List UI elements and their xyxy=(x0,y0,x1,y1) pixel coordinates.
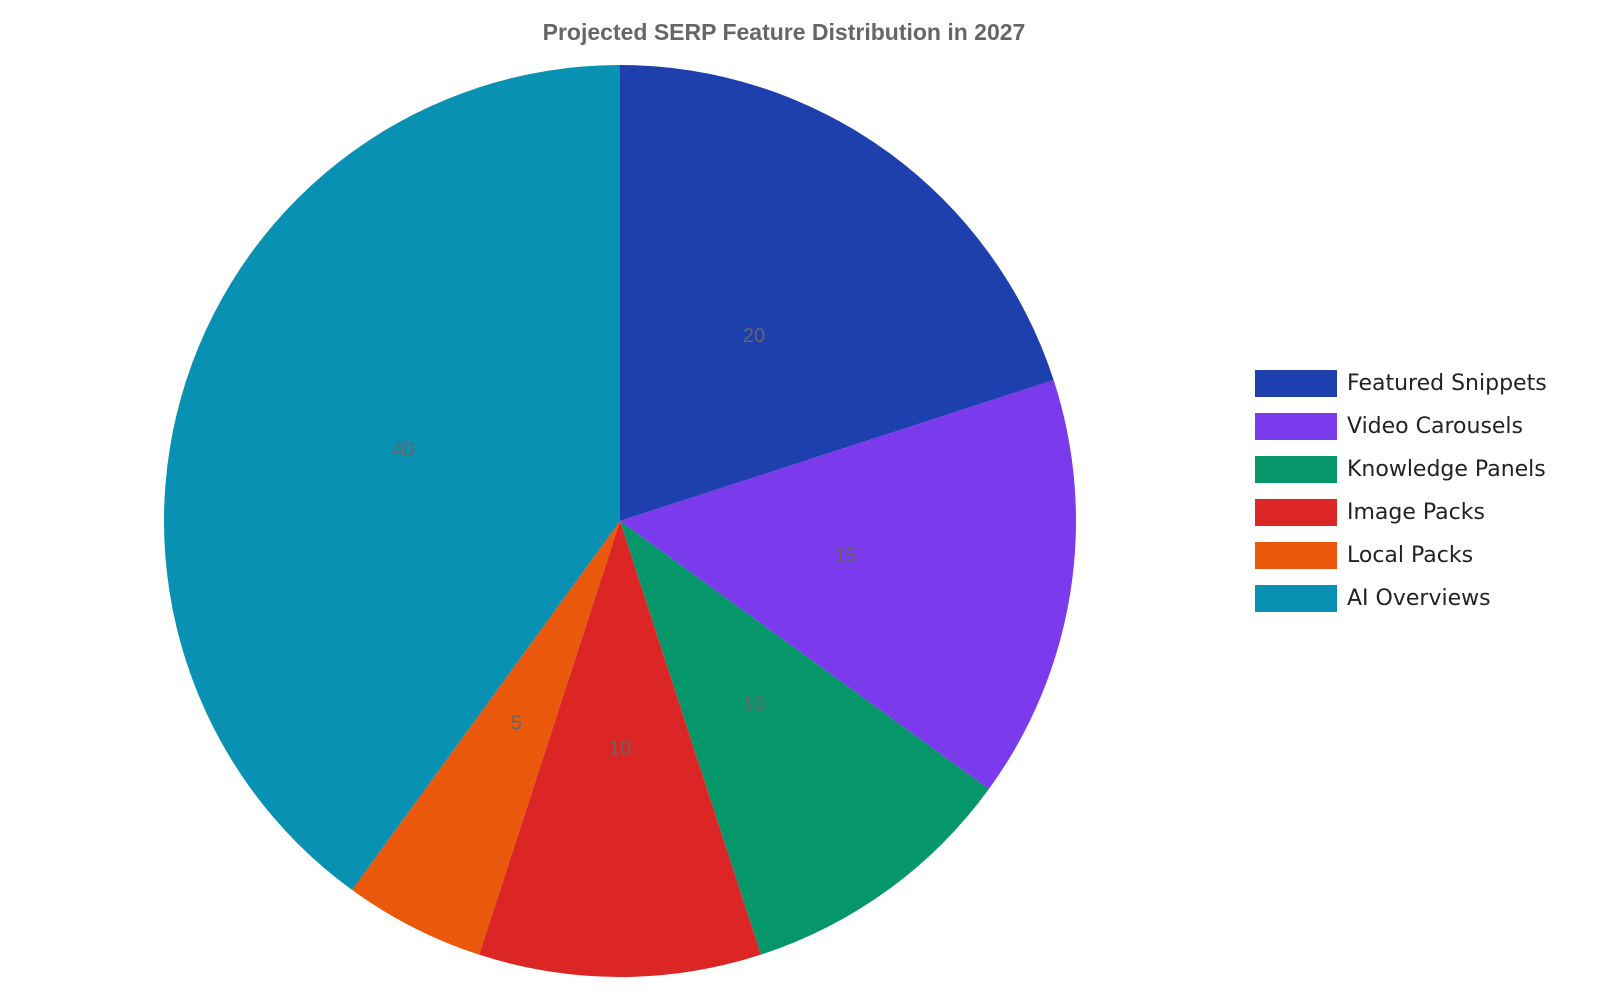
value-label: 10 xyxy=(743,694,765,716)
chart-title: Projected SERP Feature Distribution in 2… xyxy=(543,19,1026,45)
legend-swatch xyxy=(1255,542,1337,569)
pie-slice xyxy=(620,521,989,955)
value-label: 5 xyxy=(511,712,522,734)
legend-label: Image Packs xyxy=(1347,500,1485,525)
value-label: 15 xyxy=(834,545,856,567)
pie-slice xyxy=(620,380,1076,790)
value-label: 40 xyxy=(392,439,414,461)
legend-label: Featured Snippets xyxy=(1347,371,1547,396)
legend-label: Video Carousels xyxy=(1347,414,1523,439)
legend-label: Local Packs xyxy=(1347,543,1473,568)
legend-label: AI Overviews xyxy=(1347,586,1491,611)
pie-slice xyxy=(479,521,761,977)
legend-swatch xyxy=(1255,413,1337,440)
value-label: 10 xyxy=(609,737,631,759)
legend-swatch xyxy=(1255,456,1337,483)
value-label: 20 xyxy=(743,325,765,347)
pie-slice xyxy=(164,65,621,890)
legend-label: Knowledge Panels xyxy=(1347,457,1546,482)
pie-slice xyxy=(620,65,1054,521)
legend-swatch xyxy=(1255,499,1337,526)
pie-slice xyxy=(351,521,620,955)
legend-swatch xyxy=(1255,370,1337,397)
legend-swatch xyxy=(1255,585,1337,612)
